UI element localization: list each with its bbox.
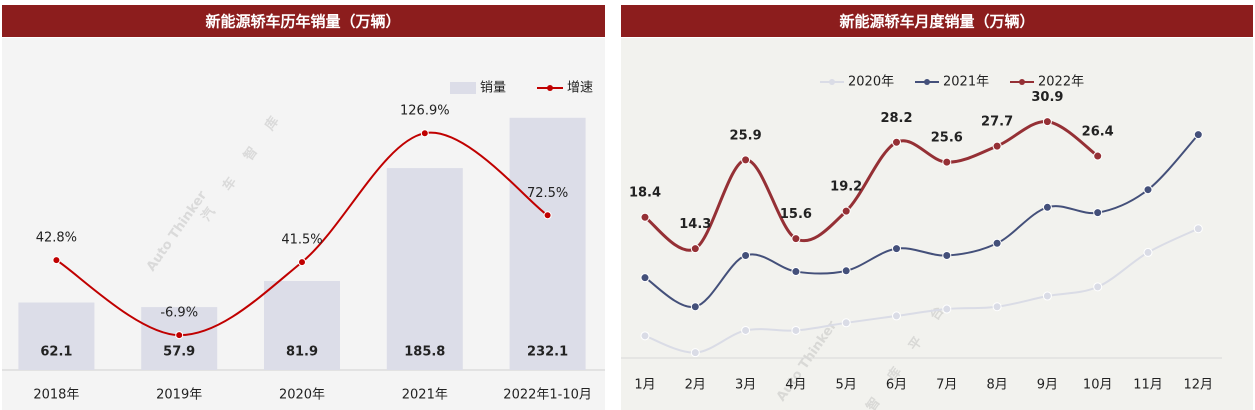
- x-tick-label: 4月: [785, 378, 806, 393]
- point: [992, 302, 1002, 312]
- point: [298, 258, 306, 267]
- legend-swatch: [450, 82, 476, 94]
- point: [791, 267, 801, 277]
- point: [1143, 247, 1153, 257]
- legend-label: 2022年: [1038, 75, 1084, 90]
- x-tick-label: 2021年: [402, 388, 448, 403]
- line: [644, 133, 1200, 308]
- bar-label: 232.1: [527, 345, 568, 360]
- point: [420, 129, 429, 138]
- x-tick-label: 7月: [936, 378, 957, 393]
- bar-label: 57.9: [163, 345, 195, 360]
- point-label: 30.9: [1031, 90, 1063, 105]
- point: [942, 157, 952, 167]
- point: [640, 212, 650, 222]
- x-tick-label: 2020年: [279, 388, 325, 403]
- bar: [18, 302, 95, 370]
- bar-label: 62.1: [40, 345, 72, 360]
- chart-title: 新能源轿车历年销量（万辆）: [205, 13, 400, 31]
- point: [1143, 185, 1153, 195]
- point: [1093, 208, 1103, 218]
- point: [640, 273, 650, 283]
- legend-swatch: [1019, 79, 1025, 85]
- x-tick-label: 11月: [1133, 378, 1163, 393]
- point-label: 126.9%: [400, 104, 450, 119]
- bar: [509, 117, 586, 370]
- x-tick-label: 12月: [1184, 378, 1214, 393]
- x-tick-label: 10月: [1083, 378, 1113, 393]
- point: [741, 155, 751, 165]
- point: [841, 266, 851, 276]
- point: [841, 206, 851, 216]
- point: [942, 304, 952, 314]
- legend-label: 销量: [480, 81, 506, 96]
- x-tick-label: 3月: [735, 378, 756, 393]
- bar-label: 185.8: [404, 345, 445, 360]
- point: [741, 325, 751, 335]
- point: [892, 311, 901, 321]
- x-tick-label: 5月: [836, 378, 857, 393]
- point-label: 41.5%: [281, 233, 322, 248]
- point: [992, 238, 1002, 248]
- bar-label: 81.9: [286, 345, 318, 360]
- point: [690, 348, 700, 358]
- header-left: [2, 5, 605, 37]
- legend-label: 增速: [567, 81, 593, 96]
- point: [1193, 130, 1203, 140]
- point: [1042, 291, 1052, 301]
- point: [1042, 117, 1052, 127]
- x-tick-label: 2月: [685, 378, 706, 393]
- point-label: 25.9: [730, 128, 762, 143]
- bar: [264, 281, 340, 370]
- x-tick-label: 6月: [886, 378, 907, 393]
- point: [791, 325, 801, 335]
- point: [942, 250, 952, 260]
- legend-swatch: [829, 79, 835, 85]
- legend-swatch: [547, 85, 553, 91]
- point: [1093, 151, 1103, 161]
- point-label: 26.4: [1082, 125, 1114, 140]
- point-label: 42.8%: [36, 231, 77, 246]
- point-label: -6.9%: [160, 306, 198, 321]
- point-label: 72.5%: [527, 186, 568, 201]
- point: [892, 137, 901, 147]
- point: [1193, 224, 1203, 234]
- line: [644, 120, 1099, 252]
- point: [640, 331, 650, 341]
- point-label: 27.7: [981, 115, 1013, 130]
- point: [791, 234, 801, 244]
- header-right: [621, 5, 1253, 37]
- point: [543, 211, 552, 220]
- point: [841, 318, 851, 328]
- point-label: 19.2: [830, 180, 862, 195]
- point: [741, 250, 751, 260]
- x-tick-label: 8月: [986, 378, 1007, 393]
- point: [992, 141, 1002, 151]
- x-tick-label: 2022年1-10月: [503, 388, 592, 403]
- point-label: 28.2: [880, 111, 912, 126]
- point: [1093, 282, 1103, 292]
- point: [52, 256, 61, 265]
- x-tick-label: 9月: [1037, 378, 1058, 393]
- legend-label: 2021年: [943, 75, 989, 90]
- point: [690, 302, 700, 312]
- panel-right: [621, 38, 1253, 410]
- point: [1042, 202, 1052, 212]
- point: [690, 244, 700, 254]
- legend-swatch: [924, 79, 930, 85]
- point: [175, 331, 184, 340]
- x-tick-label: 1月: [634, 378, 655, 393]
- x-tick-label: 2019年: [156, 388, 202, 403]
- bar: [386, 168, 463, 370]
- x-tick-label: 2018年: [33, 388, 79, 403]
- point-label: 25.6: [931, 131, 963, 146]
- point-label: 15.6: [780, 207, 812, 222]
- point: [892, 244, 901, 254]
- point-label: 14.3: [679, 217, 711, 232]
- chart-title: 新能源轿车月度销量（万辆）: [839, 13, 1034, 31]
- legend-label: 2020年: [848, 75, 894, 90]
- point-label: 18.4: [629, 186, 661, 201]
